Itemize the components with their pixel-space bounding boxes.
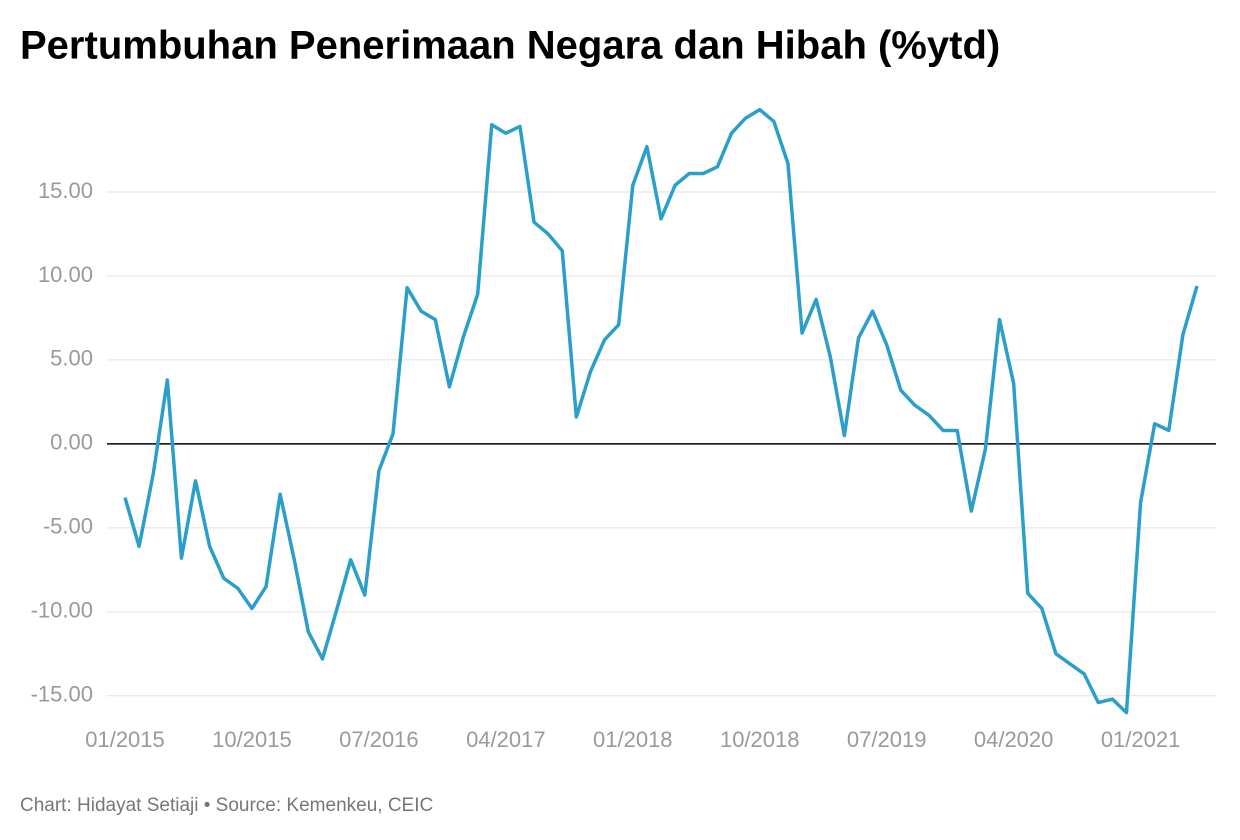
y-tick-label: 10.00 xyxy=(38,262,93,287)
x-tick-label: 07/2016 xyxy=(339,727,419,752)
line xyxy=(123,107,1199,715)
y-tick-label: -5.00 xyxy=(43,514,93,539)
x-tick-label: 10/2018 xyxy=(720,727,800,752)
x-tick-label: 01/2018 xyxy=(593,727,673,752)
x-tick-label: 07/2019 xyxy=(847,727,927,752)
y-tick-label: 0.00 xyxy=(50,430,93,455)
y-tick-label: -10.00 xyxy=(31,598,93,623)
y-tick-label: 5.00 xyxy=(50,346,93,371)
chart-title: Pertumbuhan Penerimaan Negara dan Hibah … xyxy=(20,24,1000,68)
x-tick-label: 10/2015 xyxy=(212,727,292,752)
x-tick-label: 01/2015 xyxy=(85,727,165,752)
x-tick-label: 04/2017 xyxy=(466,727,546,752)
y-tick-label: -15.00 xyxy=(31,682,93,707)
x-tick-label: 01/2021 xyxy=(1101,727,1181,752)
x-tick-label: 04/2020 xyxy=(974,727,1054,752)
y-tick-label: 15.00 xyxy=(38,178,93,203)
source: Chart: Hidayat Setiaji • Source: Kemenke… xyxy=(20,795,433,816)
